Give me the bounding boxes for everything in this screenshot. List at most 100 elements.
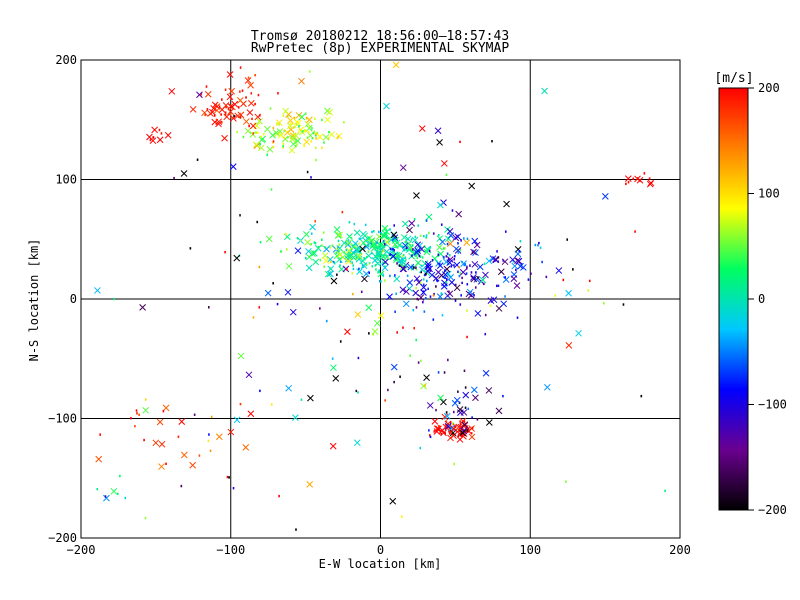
point-dot: [412, 248, 414, 251]
point-dot: [405, 241, 408, 244]
point-cross: [168, 87, 176, 95]
point-dot: [339, 340, 342, 343]
point-dot: [504, 230, 507, 233]
point-cross: [189, 106, 197, 113]
point-cross: [152, 439, 160, 447]
point-dot: [453, 264, 455, 267]
point-dot: [355, 256, 358, 259]
point-dot: [359, 237, 362, 240]
point-dot: [378, 269, 380, 272]
point-dot: [382, 254, 385, 258]
point-dot: [393, 224, 396, 227]
point-dot: [404, 240, 407, 244]
point-dot: [259, 241, 262, 244]
x-axis: −200 −100 0 100 200: [67, 543, 691, 557]
point-dot: [432, 294, 435, 297]
point-dot: [393, 380, 395, 384]
point-cross: [601, 192, 609, 200]
point-cross: [276, 119, 283, 127]
point-cross: [447, 232, 455, 239]
point-cross: [344, 328, 351, 336]
point-cross: [448, 278, 456, 286]
colorbar-ticks: 200 100 0 −100 −200: [748, 81, 787, 517]
point-dot: [484, 313, 487, 317]
point-cross: [323, 245, 330, 253]
point-dot: [304, 130, 306, 133]
point-dot: [428, 231, 430, 235]
point-dot: [116, 492, 119, 496]
point-dot: [562, 278, 565, 282]
point-dot: [495, 284, 498, 288]
point-cross: [487, 297, 495, 305]
point-dot: [229, 112, 232, 116]
point-cross: [440, 398, 447, 406]
point-cross: [565, 342, 573, 349]
point-dot: [353, 222, 356, 226]
point-dot: [321, 146, 323, 149]
point-dot: [315, 137, 317, 140]
point-dot: [287, 115, 289, 118]
point-dot: [314, 146, 317, 150]
point-cross: [258, 144, 265, 152]
point-cross: [501, 258, 509, 266]
point-dot: [351, 272, 354, 275]
point-dot: [262, 133, 265, 136]
point-dot: [239, 115, 242, 119]
point-cross: [244, 127, 252, 135]
point-dot: [454, 283, 457, 287]
point-dot: [384, 399, 386, 402]
point-dot: [437, 233, 440, 237]
point-dot: [516, 316, 519, 319]
point-dot: [368, 332, 370, 335]
point-dot: [322, 231, 325, 234]
point-cross: [95, 455, 103, 463]
point-cross: [473, 241, 481, 249]
point-dot: [277, 92, 279, 95]
point-dot: [283, 129, 286, 133]
point-dot: [314, 117, 316, 120]
point-dot: [410, 246, 413, 249]
point-cross: [156, 418, 164, 426]
point-dot: [539, 246, 542, 249]
point-cross: [448, 424, 456, 432]
point-dot: [428, 429, 430, 432]
point-cross: [377, 270, 385, 278]
point-dot: [435, 408, 437, 412]
point-dot: [323, 141, 325, 144]
point-cross: [227, 108, 234, 116]
point-dot: [435, 285, 437, 288]
point-dot: [413, 217, 416, 221]
point-dot: [339, 264, 341, 267]
point-cross: [298, 113, 306, 121]
point-dot: [232, 486, 235, 490]
point-dot: [327, 137, 330, 140]
point-cross: [367, 237, 375, 245]
point-dot: [328, 130, 330, 134]
point-dot: [220, 98, 223, 101]
point-dot: [467, 407, 470, 411]
point-dot: [336, 273, 338, 276]
point-dot: [272, 145, 275, 149]
point-cross: [390, 231, 398, 239]
point-dot: [276, 302, 279, 306]
point-cross: [252, 141, 260, 149]
point-dot: [440, 223, 443, 226]
point-cross: [333, 226, 341, 233]
point-dot: [149, 138, 152, 142]
point-cross: [463, 239, 471, 246]
point-cross: [345, 247, 353, 254]
point-dot: [429, 246, 432, 249]
point-dot: [224, 250, 226, 254]
point-dot: [341, 210, 344, 214]
point-dot: [409, 354, 412, 357]
point-cross: [407, 263, 415, 271]
colorbar-label: [m/s]: [714, 71, 753, 86]
point-dot: [257, 93, 260, 97]
point-cross: [459, 268, 467, 276]
point-cross: [438, 427, 446, 434]
point-dot: [370, 244, 372, 248]
point-cross: [441, 413, 449, 421]
point-dot: [339, 260, 342, 264]
point-dot: [119, 474, 121, 478]
point-cross: [237, 352, 245, 360]
